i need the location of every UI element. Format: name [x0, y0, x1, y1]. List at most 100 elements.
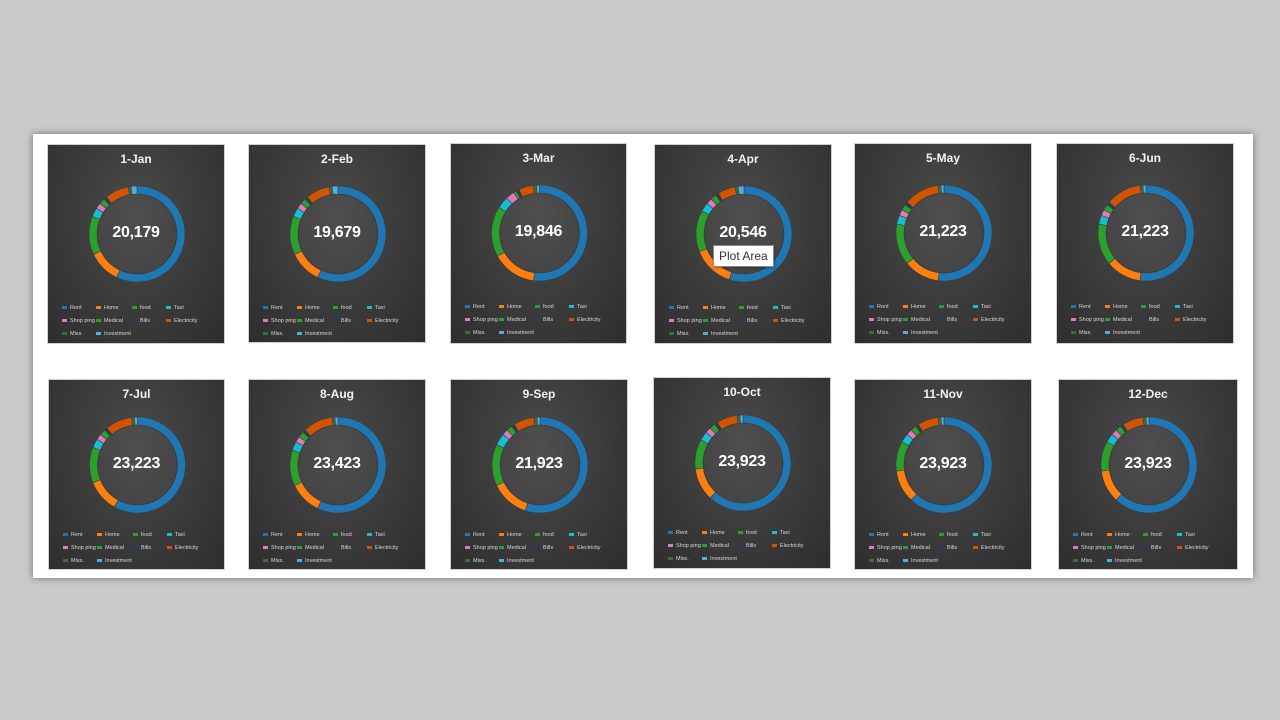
legend-item: Bills	[132, 318, 150, 324]
legend-label: Bills	[947, 317, 958, 323]
legend-label: Miss.	[676, 556, 689, 562]
chart-title: 1-Jan	[120, 152, 152, 166]
legend-item: Investment	[97, 558, 132, 564]
legend-label: Rent	[271, 305, 283, 311]
donut-slice-investment[interactable]	[331, 185, 339, 195]
legend-item: Rent	[62, 305, 82, 311]
legend-swatch	[367, 306, 372, 310]
legend-swatch	[869, 533, 874, 537]
legend-item: Electricity	[166, 318, 198, 324]
legend-item: Shop ping	[668, 543, 701, 549]
donut-chart-panel[interactable]: 9-Sep 21,923 Rent Home food Taxi Shop ping Medi…	[450, 379, 628, 570]
donut-slice-investment[interactable]	[1142, 184, 1147, 194]
legend-label: Rent	[473, 532, 485, 538]
legend-item: Bills	[333, 318, 351, 324]
legend-label: food	[1151, 532, 1162, 538]
donut-chart-panel[interactable]: 10-Oct 23,923 Rent Home food Taxi Shop ping Med…	[653, 377, 831, 569]
donut-chart-panel[interactable]: 3-Mar 19,846 Rent Home food Taxi Shop ping Medi…	[450, 143, 627, 344]
donut-chart-panel[interactable]: 2-Feb 19,679 Rent Home food Taxi Shop ping Medi…	[248, 144, 426, 343]
legend-label: Home	[305, 532, 320, 538]
legend-label: Shop ping	[676, 543, 701, 549]
total-value: 23,923	[718, 453, 766, 470]
legend-item: Home	[97, 532, 120, 538]
legend-swatch	[669, 319, 674, 323]
legend-label: Electricity	[375, 318, 399, 324]
donut-chart-panel[interactable]: 12-Dec 23,923 Rent Home food Taxi Shop ping Med…	[1058, 379, 1238, 570]
donut-chart-panel[interactable]: 8-Aug 23,423 Rent Home food Taxi Shop ping Medi…	[248, 379, 426, 570]
donut-chart	[694, 414, 792, 512]
donut-slice-investment[interactable]	[940, 184, 945, 194]
legend-swatch	[1107, 533, 1112, 537]
donut-slice-investment[interactable]	[739, 414, 744, 424]
legend-label: Investment	[105, 558, 132, 564]
legend-swatch	[569, 533, 574, 537]
legend-label: Bills	[140, 318, 151, 324]
legend-label: Miss.	[70, 331, 83, 337]
legend-label: Electricity	[1185, 545, 1209, 551]
legend-swatch	[367, 546, 372, 550]
legend-swatch	[132, 319, 137, 323]
legend-swatch	[167, 546, 172, 550]
legend-item: Electricity	[367, 318, 399, 324]
donut-slice-investment[interactable]	[1145, 416, 1150, 426]
donut-slice-investment[interactable]	[130, 185, 138, 195]
legend-item: Bills	[535, 545, 553, 551]
legend-label: food	[947, 304, 958, 310]
donut-chart-panel[interactable]: 6-Jun 21,223 Rent Home food Taxi Shop ping Medi…	[1056, 143, 1234, 344]
legend-swatch	[1177, 546, 1182, 550]
legend-label: Rent	[677, 305, 689, 311]
legend-item: Bills	[738, 543, 756, 549]
legend-swatch	[669, 306, 674, 310]
legend-swatch	[869, 546, 874, 550]
total-value: 21,923	[515, 455, 563, 472]
donut-chart-panel[interactable]: 1-Jan 20,179 Rent Home food Taxi Shop ping Medi…	[47, 144, 225, 344]
legend-item: Investment	[1105, 330, 1140, 336]
legend-label: Taxi	[780, 530, 790, 536]
legend-item: Bills	[939, 317, 957, 323]
legend-item: Shop ping	[62, 318, 95, 324]
legend-swatch	[1073, 546, 1078, 550]
legend-swatch	[903, 559, 908, 563]
legend-item: Rent	[1071, 304, 1091, 310]
donut-slice-investment[interactable]	[536, 184, 540, 194]
legend-item: food	[939, 304, 958, 310]
legend-item: Investment	[297, 331, 332, 337]
legend-label: Shop ping	[877, 545, 902, 551]
donut-slice-investment[interactable]	[334, 416, 339, 426]
legend-swatch	[1071, 318, 1076, 322]
legend-label: Home	[305, 305, 320, 311]
legend-item: Electricity	[773, 318, 805, 324]
total-value: 23,423	[313, 455, 361, 472]
donut-chart-panel[interactable]: 4-Apr 20,546 Rent Home food Taxi Shop ping Medi…	[654, 144, 832, 344]
donut-slice-investment[interactable]	[536, 416, 541, 426]
legend-label: Shop ping	[271, 545, 296, 551]
legend-swatch	[62, 332, 67, 336]
legend-label: Electricity	[577, 545, 601, 551]
legend-label: Rent	[1081, 532, 1093, 538]
legend-label: Taxi	[174, 305, 184, 311]
donut-chart-panel[interactable]: 11-Nov 23,923 Rent Home food Taxi Shop ping Med…	[854, 379, 1032, 570]
legend-swatch	[499, 533, 504, 537]
legend-swatch	[939, 318, 944, 322]
legend-item: Shop ping	[1073, 545, 1106, 551]
legend-label: Taxi	[577, 304, 587, 310]
spreadsheet-area[interactable]	[33, 134, 1253, 578]
legend-item: Home	[297, 532, 320, 538]
donut-slice-investment[interactable]	[134, 416, 138, 426]
chart-title: 10-Oct	[723, 385, 761, 399]
total-value: 23,223	[112, 455, 161, 472]
legend-item: Medical	[297, 318, 324, 324]
legend-label: Investment	[911, 330, 938, 336]
legend-item: Rent	[668, 530, 688, 536]
legend-swatch	[668, 544, 673, 548]
donut-slice-investment[interactable]	[940, 416, 945, 426]
legend-label: Investment	[711, 331, 738, 337]
donut-chart-panel[interactable]: 7-Jul 23,223 Rent Home food Taxi Shop ping Medi…	[48, 379, 225, 570]
legend-swatch	[973, 305, 978, 309]
legend-swatch	[869, 305, 874, 309]
legend-label: Bills	[543, 317, 554, 323]
donut-slice-investment[interactable]	[737, 185, 745, 195]
donut-chart-panel[interactable]: 5-May 21,223 Rent Home food Taxi Shop ping Medi…	[854, 143, 1032, 344]
legend-label: Home	[1113, 304, 1128, 310]
legend-swatch	[1105, 318, 1110, 322]
